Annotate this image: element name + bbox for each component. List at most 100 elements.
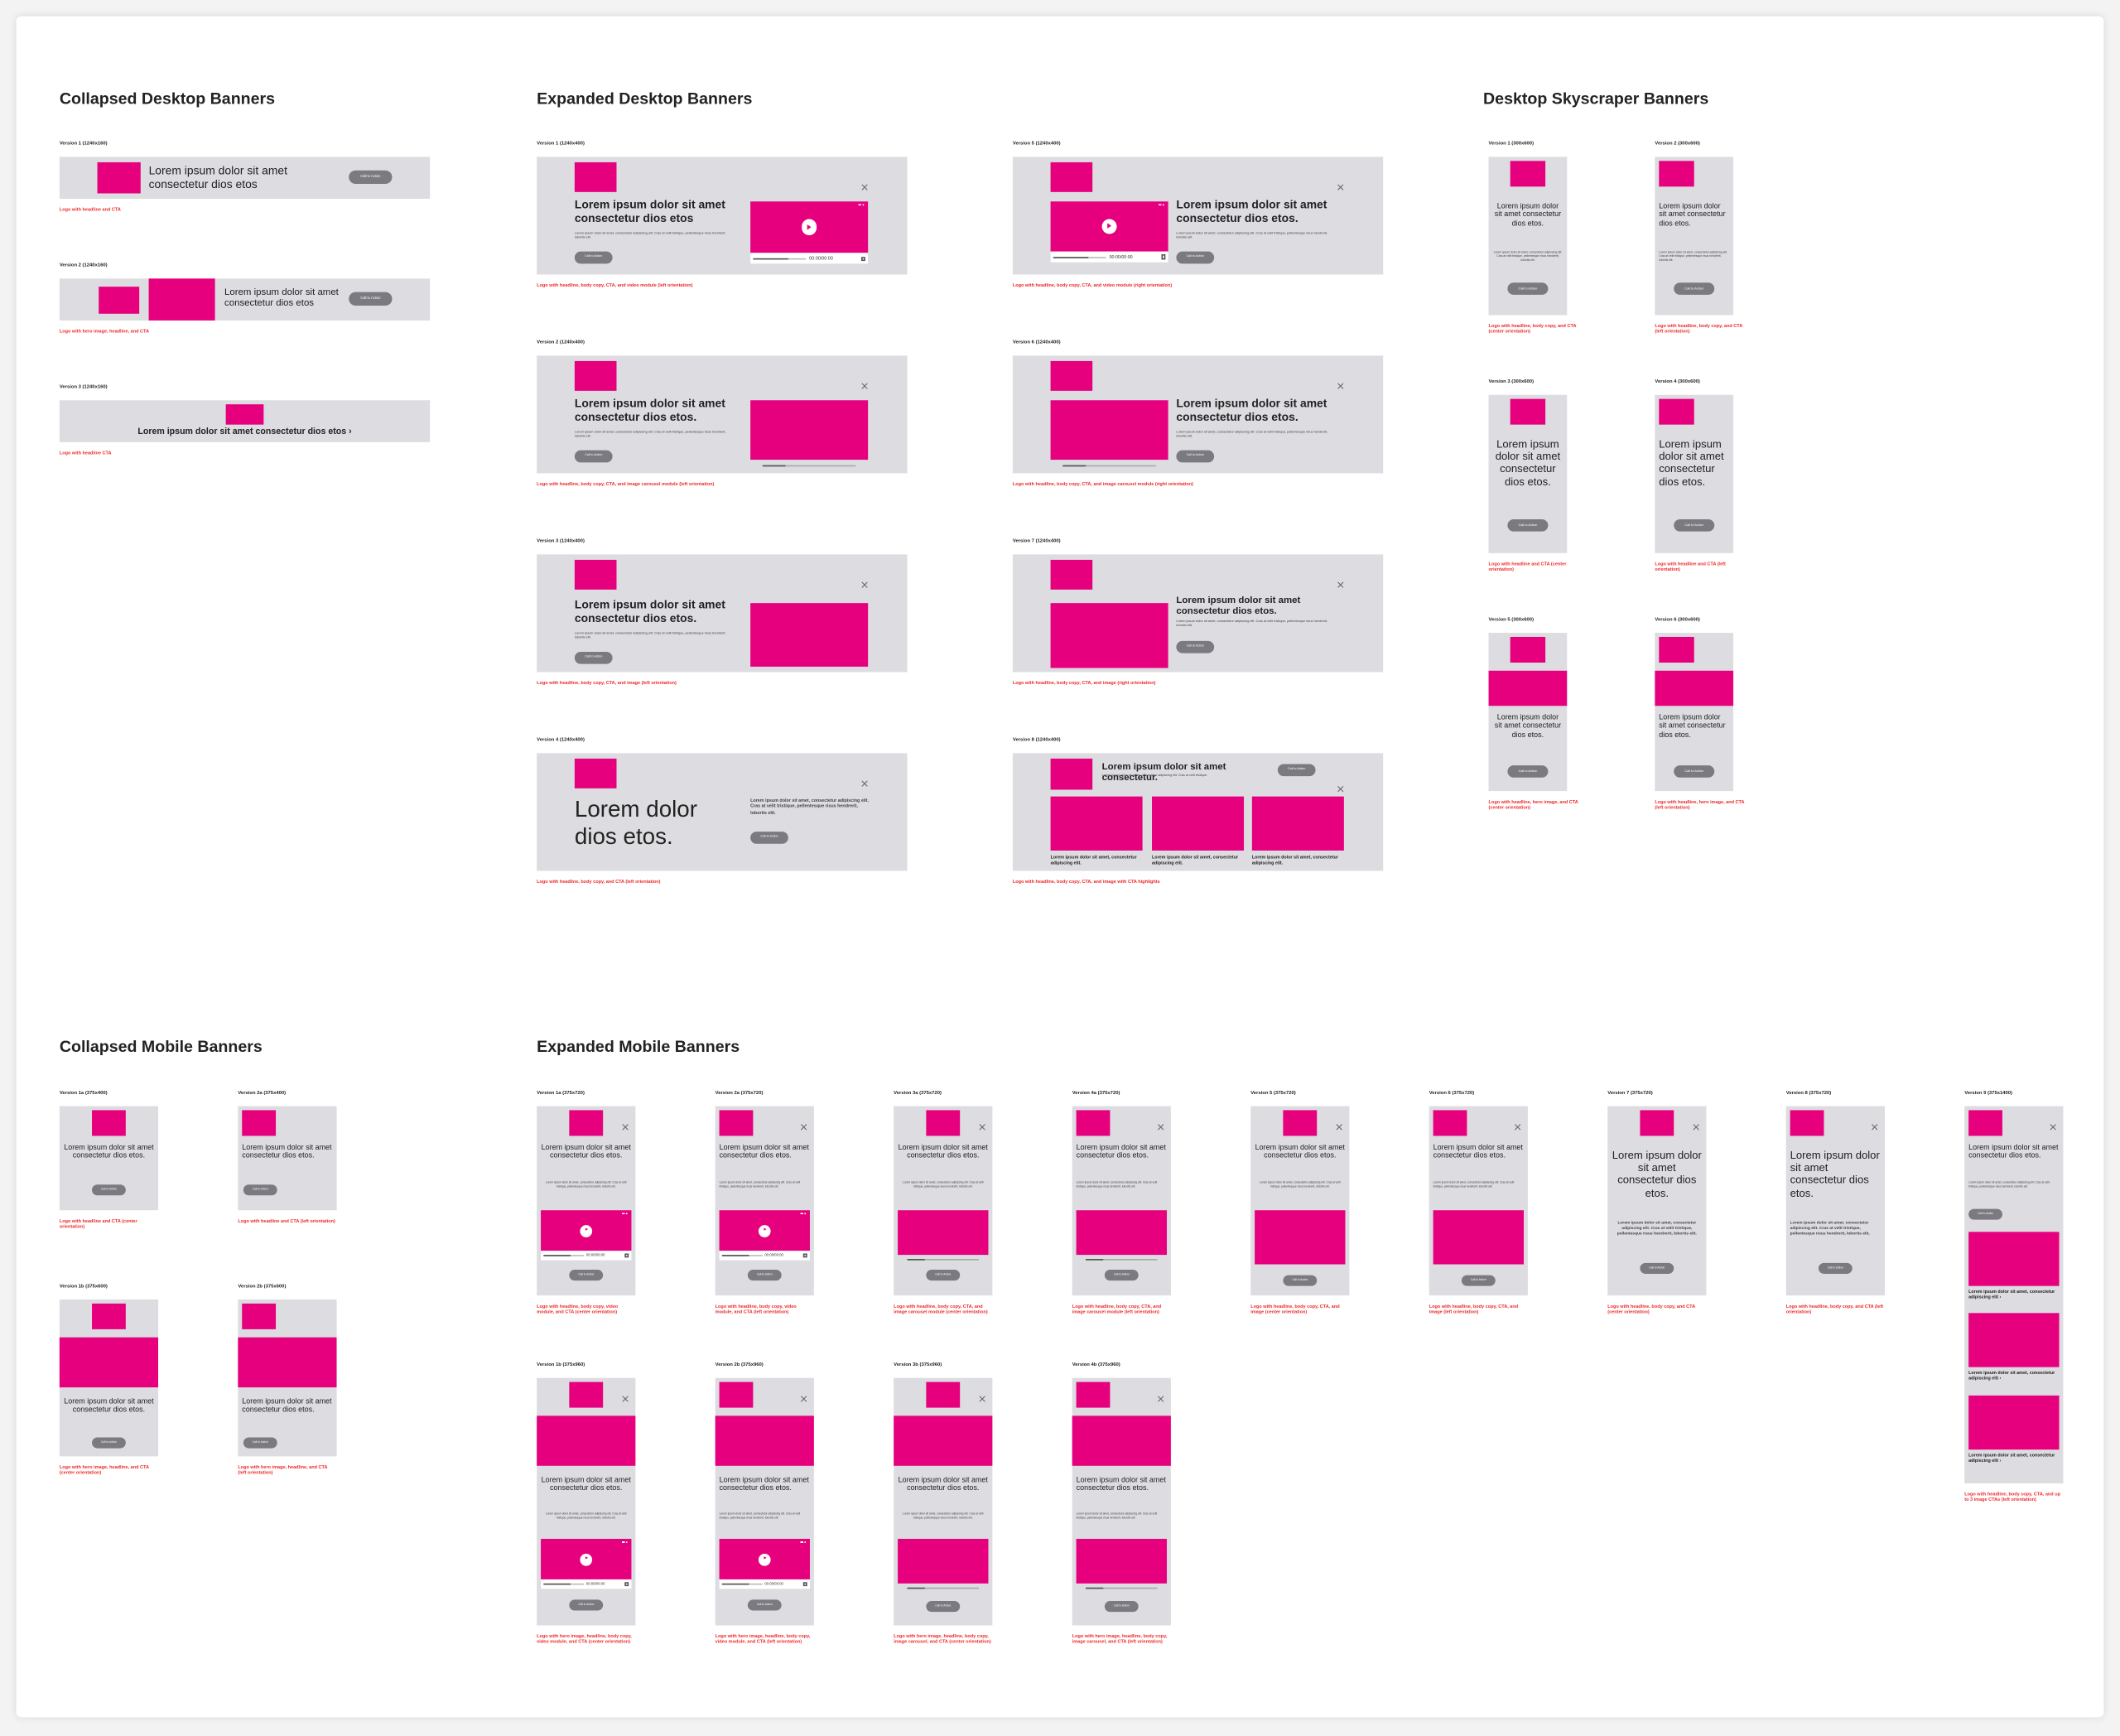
banner: Lorem ipsum dolor sit amet consectetur d… — [59, 278, 431, 321]
image-placeholder — [898, 1210, 989, 1256]
fullscreen-icon — [861, 256, 866, 261]
image-placeholder — [1152, 796, 1245, 851]
progress-fill — [721, 1255, 749, 1256]
image-placeholder — [537, 1415, 636, 1466]
version-label: Version 6 (375x720) — [1429, 1089, 1475, 1096]
image-placeholder — [1433, 1210, 1524, 1265]
play-button — [580, 1224, 593, 1237]
close-icon — [622, 1385, 629, 1402]
cta-button: Call to Action — [1277, 764, 1316, 776]
banner: Lorem ipsum dolor sit amet consectetur d… — [537, 355, 908, 474]
image-placeholder — [1968, 1395, 2060, 1450]
close-glyph — [622, 1124, 629, 1131]
version-label: Version 2a (375x720) — [715, 1089, 764, 1096]
headline: Lorem ipsum dolor sit amet consectetur d… — [242, 1398, 332, 1415]
headline: Lorem ipsum dolor sit amet consectetur d… — [719, 1476, 809, 1493]
cta-button: Call to Action — [1283, 1275, 1318, 1286]
video-controls — [719, 1579, 810, 1589]
banner: Lorem ipsum dolor sit amet consectetur d… — [715, 1377, 814, 1626]
cta-button: Call to Action — [1104, 1601, 1139, 1612]
logo — [1510, 636, 1546, 663]
version-label: Version 3 (300x600) — [1488, 379, 1535, 384]
cta-button: Call to Action — [1176, 450, 1215, 462]
caption: Logo with hero image, headline, and CTA — [59, 328, 149, 335]
video-menu — [622, 1541, 628, 1543]
image-placeholder — [898, 1538, 989, 1584]
close-glyph — [1336, 1124, 1342, 1131]
banner: Lorem ipsum dolor sit amet consectetur d… — [1012, 554, 1384, 673]
close-glyph — [979, 1396, 985, 1402]
play-button — [758, 1224, 771, 1237]
headline: Lorem ipsum dolor sit amet consectetur d… — [224, 287, 339, 309]
body-copy: Lorem ipsum dolor sit amet, consectetur … — [545, 1181, 627, 1189]
play-glyph — [807, 224, 812, 230]
close-icon — [861, 571, 868, 588]
version-label: Version 1b (375x600) — [59, 1283, 108, 1289]
logo — [242, 1303, 277, 1329]
headline: Lorem ipsum dolor sit amet consectetur d… — [1076, 1476, 1166, 1493]
headline: Lorem ipsum dolor sit amet consectetur d… — [1494, 714, 1562, 740]
close-glyph — [861, 184, 868, 190]
logo — [1659, 398, 1694, 425]
close-icon — [979, 1385, 985, 1402]
cta-button: Call to Action — [569, 1599, 604, 1611]
version-label: Version 3a (375x720) — [894, 1089, 942, 1096]
close-glyph — [1337, 383, 1344, 389]
image-placeholder — [1655, 670, 1734, 706]
carousel-active — [907, 1258, 925, 1261]
logo — [1050, 758, 1093, 790]
headline: Lorem ipsum dolor sit amet consectetur d… — [64, 1144, 154, 1161]
banner: Lorem ipsum dolor sit amet consectetur d… — [238, 1106, 337, 1211]
close-glyph — [800, 1124, 807, 1131]
headline: Lorem ipsum dolor sit amet consectetur d… — [1659, 714, 1726, 740]
video-menu — [858, 204, 865, 206]
close-icon — [1337, 571, 1344, 588]
video-controls — [541, 1251, 632, 1260]
version-label: Version 5 (1240x400) — [1012, 140, 1061, 147]
banner: Lorem ipsum dolor sit amet consectetur d… — [894, 1377, 993, 1626]
headline: Lorem ipsum dolor sit amet consectetur d… — [1176, 396, 1327, 423]
logo — [1968, 1110, 2002, 1136]
version-label: Version 6 (1240x400) — [1012, 339, 1061, 345]
close-icon — [1515, 1113, 1521, 1131]
cta-button: Call to Action — [1507, 518, 1549, 533]
video-controls — [541, 1579, 632, 1589]
body-copy: Lorem ipsum dolor sit amet, consectetur … — [545, 1512, 627, 1520]
logo — [1640, 1110, 1674, 1136]
banner: Lorem ipsum dolor sit amet consectetur d… — [1655, 394, 1734, 553]
logo — [225, 404, 264, 425]
logo — [99, 287, 140, 314]
banner: Lorem ipsum dolor sit amet consectetur d… — [715, 1106, 814, 1296]
cta-button: Call to Action — [1176, 640, 1215, 653]
logo — [574, 360, 617, 391]
banner: Lorem ipsum dolor sit amet consectetur d… — [1488, 633, 1568, 792]
body-copy: Lorem ipsum dolor sit amet, consectetur … — [1176, 231, 1328, 240]
image-placeholder — [894, 1415, 993, 1466]
caption: Logo with headline, body copy, CTA, and … — [1012, 680, 1156, 686]
close-icon — [861, 173, 868, 190]
close-icon — [1337, 173, 1344, 190]
version-label: Version 8 (1240x400) — [1012, 736, 1061, 743]
section-title: Desktop Skyscraper Banners — [1483, 89, 1709, 108]
caption: Logo with headline, body copy, CTA, and … — [894, 1303, 988, 1315]
body-copy: Lorem ipsum dolor sit amet, consectetur … — [1076, 1512, 1158, 1520]
logo — [719, 1382, 754, 1408]
body-copy: Lorem ipsum dolor sit amet, consectetur … — [1616, 1219, 1697, 1237]
caption: Logo with hero image, headline, and CTA … — [59, 1464, 149, 1476]
version-label: Version 5 (375x720) — [1250, 1089, 1296, 1096]
caption: Logo with headline, body copy, CTA, and … — [1012, 282, 1173, 288]
headline: Lorem dolor dios etos. — [574, 796, 697, 849]
body-copy: Lorem ipsum dolor sit amet, consectetur … — [750, 798, 870, 816]
headline: Lorem ipsum dolor sit amet consectetur d… — [1659, 437, 1724, 488]
headline: Lorem ipsum dolor sit amet consectetur d… — [242, 1144, 332, 1161]
version-label: Version 3 (1240x400) — [537, 538, 585, 544]
close-icon — [1337, 775, 1344, 793]
headline: Lorem ipsum dolor sit amet consectetur d… — [898, 1476, 988, 1493]
caption: Logo with headline, body copy, CTA, and … — [537, 680, 677, 686]
logo — [1659, 161, 1694, 187]
close-icon — [861, 769, 868, 787]
close-glyph — [861, 780, 868, 787]
caption: Logo with headline, body copy, CTA, and … — [537, 282, 693, 288]
